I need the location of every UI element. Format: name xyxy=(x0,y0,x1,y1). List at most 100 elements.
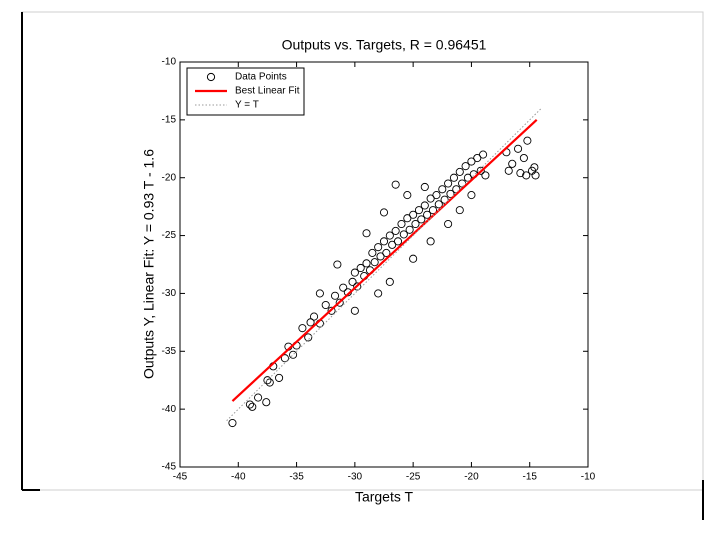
data-point xyxy=(263,376,272,385)
data-point xyxy=(333,260,342,269)
data-point xyxy=(479,150,488,159)
data-point xyxy=(530,163,539,172)
x-tick-label: -20 xyxy=(464,472,479,483)
data-point xyxy=(420,201,429,210)
data-point xyxy=(245,400,254,409)
legend-label: Y = T xyxy=(235,100,259,111)
data-point xyxy=(385,277,394,286)
y-tick-label: -30 xyxy=(162,288,177,299)
data-point xyxy=(417,215,426,224)
data-point xyxy=(350,268,359,277)
data-point xyxy=(508,159,517,168)
data-point xyxy=(455,167,464,176)
data-point xyxy=(385,231,394,240)
data-point xyxy=(449,173,458,182)
data-point xyxy=(403,214,412,223)
data-point xyxy=(444,219,453,229)
data-point xyxy=(362,229,371,238)
data-point xyxy=(409,210,418,219)
data-point xyxy=(522,171,531,180)
data-point xyxy=(350,306,359,315)
y-axis-label: Outputs Y, Linear Fit: Y = 0.93 T - 1.6 xyxy=(141,149,157,379)
data-point xyxy=(411,219,420,229)
data-point xyxy=(374,243,383,252)
data-point xyxy=(370,258,379,267)
data-point xyxy=(265,378,274,387)
legend-label: Best Linear Fit xyxy=(235,86,300,97)
chart-title: Outputs vs. Targets, R = 0.96451 xyxy=(282,37,487,53)
data-point xyxy=(362,259,371,268)
x-tick-label: -35 xyxy=(289,472,304,483)
data-point xyxy=(391,180,400,189)
y-tick-label: -45 xyxy=(162,462,177,473)
y-tick-label: -25 xyxy=(162,230,177,241)
x-tick-label: -10 xyxy=(581,472,596,483)
data-point xyxy=(444,179,453,188)
y-tick-label: -15 xyxy=(162,114,177,125)
y-tick-label: -35 xyxy=(162,346,177,357)
data-point xyxy=(438,185,447,194)
data-point xyxy=(414,206,424,215)
data-point xyxy=(330,291,340,300)
data-point xyxy=(275,373,284,382)
data-point xyxy=(405,225,414,234)
data-point xyxy=(248,402,257,411)
data-point xyxy=(348,277,357,286)
x-tick-label: -25 xyxy=(406,472,421,483)
data-point xyxy=(409,254,418,263)
data-point xyxy=(298,324,307,333)
data-point xyxy=(368,248,377,257)
data-point xyxy=(353,282,362,291)
data-point xyxy=(426,194,435,203)
data-point xyxy=(461,162,470,171)
y-tick-label: -10 xyxy=(162,57,177,68)
data-point xyxy=(376,252,385,261)
data-point xyxy=(420,182,429,192)
data-point xyxy=(516,169,525,178)
data-point xyxy=(382,248,391,257)
data-point xyxy=(446,189,455,198)
data-point xyxy=(531,171,540,180)
data-point xyxy=(455,206,464,215)
data-point xyxy=(423,210,432,219)
data-point xyxy=(379,237,389,246)
data-point xyxy=(399,230,408,239)
data-point xyxy=(388,240,397,249)
data-point xyxy=(393,237,403,246)
data-point xyxy=(335,298,344,307)
data-point xyxy=(327,306,336,315)
x-tick-label: -45 xyxy=(173,472,188,483)
legend-label: Data Points xyxy=(235,72,287,83)
data-point xyxy=(432,191,441,200)
data-point xyxy=(426,237,435,246)
data-point xyxy=(473,153,482,163)
x-tick-label: -40 xyxy=(231,472,246,483)
data-point xyxy=(356,263,365,273)
data-point xyxy=(467,157,476,166)
data-point xyxy=(304,333,313,342)
data-point xyxy=(397,219,406,229)
data-point xyxy=(467,191,476,200)
data-point xyxy=(280,354,289,363)
data-point xyxy=(289,350,298,359)
x-tick-label: -15 xyxy=(522,472,537,483)
x-axis-label: Targets T xyxy=(355,489,414,505)
data-point xyxy=(476,166,485,175)
data-point xyxy=(519,153,528,163)
y-tick-label: -20 xyxy=(162,172,177,183)
data-point xyxy=(391,226,400,235)
legend-marker xyxy=(206,72,216,82)
data-point xyxy=(428,206,438,215)
data-point xyxy=(310,312,319,321)
axes-box xyxy=(179,61,589,468)
data-point xyxy=(434,200,443,209)
data-point xyxy=(481,171,490,180)
data-point xyxy=(228,418,237,428)
data-point xyxy=(504,166,513,175)
data-point xyxy=(403,191,412,200)
data-point xyxy=(254,393,263,402)
series-line xyxy=(231,119,538,402)
data-point xyxy=(523,136,532,145)
data-point xyxy=(306,318,315,327)
